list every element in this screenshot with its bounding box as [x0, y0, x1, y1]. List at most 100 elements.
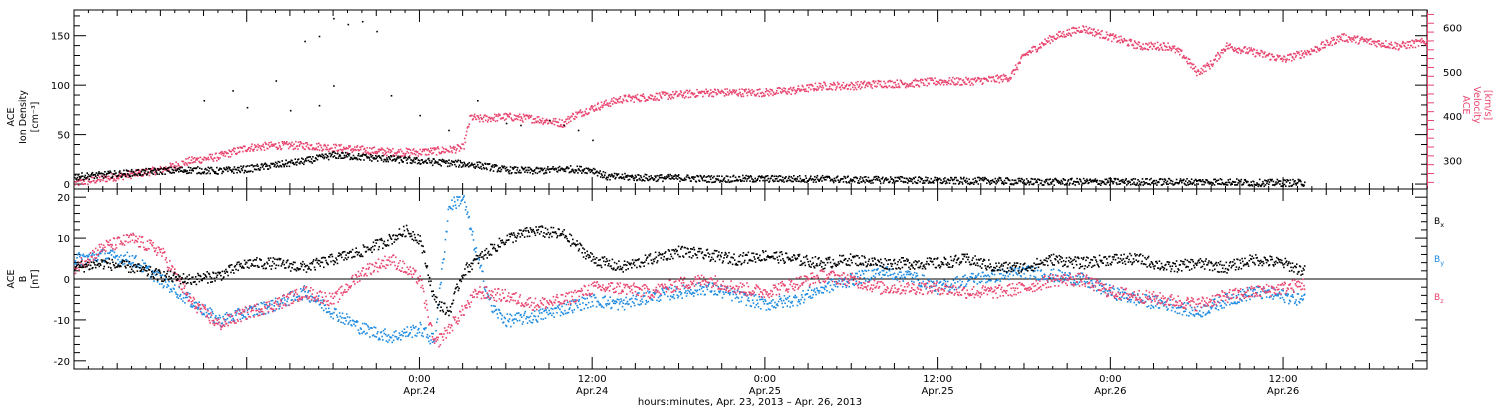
- by-point: [520, 313, 522, 316]
- density-point: [293, 163, 296, 165]
- density-point: [1064, 179, 1067, 181]
- density-point: [159, 171, 162, 173]
- by-point: [261, 302, 264, 305]
- by-point: [110, 249, 112, 252]
- density-point: [187, 172, 189, 174]
- velocity-point: [429, 147, 432, 150]
- by-point: [318, 295, 320, 297]
- velocity-point: [1090, 32, 1092, 34]
- density-point: [863, 180, 865, 182]
- by-point: [399, 334, 401, 337]
- density-point: [1161, 184, 1163, 186]
- velocity-point: [600, 106, 602, 108]
- density-point: [257, 167, 260, 170]
- velocity-point: [963, 81, 966, 83]
- by-point: [377, 338, 380, 341]
- density-point: [669, 173, 671, 176]
- density-point: [933, 179, 936, 182]
- velocity-point: [1149, 45, 1152, 48]
- density-point: [1082, 182, 1084, 185]
- velocity-point: [1039, 43, 1041, 45]
- by-point: [595, 305, 598, 308]
- density-point: [1198, 179, 1201, 182]
- by-point: [378, 337, 380, 339]
- velocity-point: [888, 85, 891, 87]
- density-point: [1173, 183, 1176, 185]
- density-point: [266, 165, 268, 167]
- velocity-point: [341, 150, 344, 153]
- density-point: [732, 174, 735, 177]
- density-point: [1266, 180, 1269, 183]
- density-point: [241, 169, 244, 172]
- density-point: [625, 175, 628, 177]
- velocity-point: [518, 116, 520, 118]
- velocity-point: [938, 82, 940, 84]
- by-point: [400, 339, 402, 341]
- by-point: [548, 309, 550, 312]
- density-point: [352, 154, 355, 157]
- by-point: [518, 312, 520, 314]
- velocity-point: [1196, 70, 1199, 73]
- density-point: [982, 176, 984, 179]
- density-point: [893, 182, 896, 184]
- density-point: [850, 179, 853, 182]
- density-point: [412, 161, 414, 163]
- velocity-point: [1075, 32, 1077, 34]
- density-point: [1067, 180, 1069, 182]
- velocity-point: [1049, 42, 1052, 45]
- by-point: [197, 306, 200, 309]
- velocity-point: [1264, 56, 1267, 58]
- velocity-point: [1211, 65, 1214, 67]
- velocity-point: [90, 180, 92, 183]
- velocity-point: [301, 145, 304, 148]
- density-point: [492, 164, 494, 166]
- density-point: [1148, 178, 1151, 181]
- velocity-point: [426, 154, 428, 156]
- density-point: [365, 155, 368, 158]
- by-point: [611, 300, 614, 303]
- top-panel-frame: [73, 9, 1428, 190]
- by-point: [367, 326, 370, 328]
- density-point: [356, 158, 359, 161]
- velocity-point: [403, 152, 405, 155]
- density-point: [509, 166, 512, 168]
- density-point: [161, 173, 164, 175]
- velocity-point: [435, 154, 438, 156]
- density-point: [990, 180, 992, 182]
- by-point: [422, 335, 424, 338]
- density-point: [789, 179, 792, 182]
- density-point: [810, 175, 812, 178]
- velocity-point: [175, 161, 177, 163]
- density-point: [1107, 180, 1109, 182]
- density-point: [647, 179, 650, 182]
- velocity-point: [1392, 47, 1394, 50]
- velocity-point: [897, 83, 900, 85]
- density-point: [742, 174, 744, 177]
- velocity-point: [544, 121, 546, 124]
- density-point: [995, 183, 997, 185]
- density-point: [666, 175, 668, 178]
- by-point: [623, 308, 626, 311]
- velocity-point: [286, 141, 288, 143]
- velocity-point: [622, 98, 624, 101]
- density-point: [95, 172, 98, 174]
- velocity-point: [390, 149, 392, 152]
- density-point: [585, 172, 587, 174]
- velocity-point: [506, 114, 509, 116]
- velocity-point: [259, 147, 262, 149]
- density-point: [170, 172, 173, 174]
- density-point: [1249, 184, 1252, 187]
- velocity-point: [1204, 66, 1207, 68]
- density-point: [914, 180, 916, 183]
- density-point: [1035, 179, 1038, 182]
- density-point: [373, 158, 375, 160]
- density-point: [800, 180, 802, 183]
- density-point: [138, 172, 140, 175]
- by-point: [440, 281, 442, 284]
- velocity-point: [318, 142, 320, 145]
- by-point: [646, 301, 648, 304]
- top-left-tick-label: 0: [64, 180, 70, 191]
- density-point: [414, 158, 417, 160]
- density-point: [808, 179, 810, 181]
- velocity-point: [976, 79, 978, 81]
